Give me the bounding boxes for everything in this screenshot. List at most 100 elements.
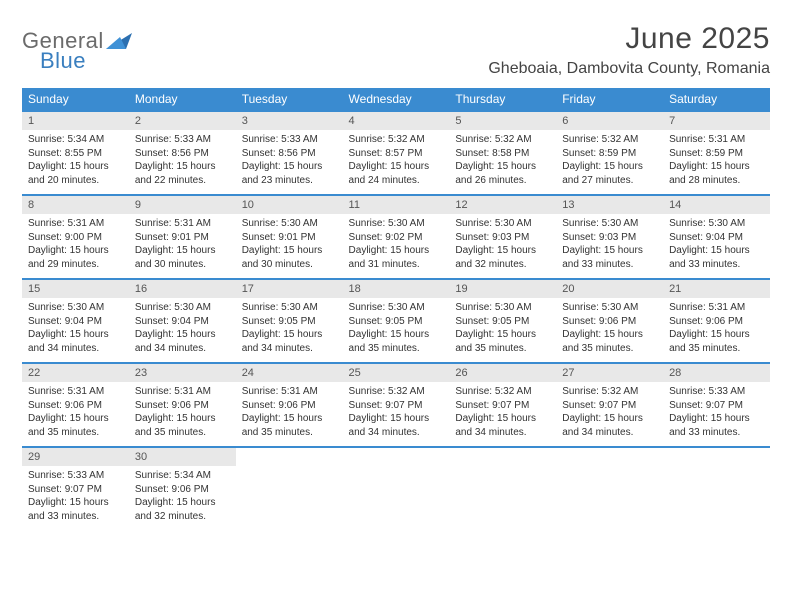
day-dl1: Daylight: 15 hours [455, 244, 550, 258]
day-dl2: and 32 minutes. [455, 258, 550, 272]
day-dl1: Daylight: 15 hours [669, 328, 764, 342]
day-dl1: Daylight: 15 hours [562, 328, 657, 342]
day-header: Saturday [663, 88, 770, 111]
calendar-day-cell: 12Sunrise: 5:30 AMSunset: 9:03 PMDayligh… [449, 195, 556, 279]
day-dl2: and 35 minutes. [669, 342, 764, 356]
day-dl1: Daylight: 15 hours [349, 244, 444, 258]
day-ss: Sunset: 9:07 PM [455, 399, 550, 413]
day-sr: Sunrise: 5:31 AM [242, 385, 337, 399]
day-ss: Sunset: 9:05 PM [349, 315, 444, 329]
calendar-day-cell: 3Sunrise: 5:33 AMSunset: 8:56 PMDaylight… [236, 111, 343, 195]
day-dl2: and 35 minutes. [455, 342, 550, 356]
day-sr: Sunrise: 5:31 AM [669, 133, 764, 147]
day-sr: Sunrise: 5:30 AM [242, 301, 337, 315]
day-ss: Sunset: 9:01 PM [135, 231, 230, 245]
day-dl1: Daylight: 15 hours [562, 160, 657, 174]
day-dl1: Daylight: 15 hours [669, 412, 764, 426]
day-sr: Sunrise: 5:30 AM [455, 301, 550, 315]
day-ss: Sunset: 9:07 PM [349, 399, 444, 413]
day-dl2: and 34 minutes. [242, 342, 337, 356]
day-number: 12 [449, 196, 556, 214]
day-dl2: and 34 minutes. [455, 426, 550, 440]
day-dl1: Daylight: 15 hours [28, 496, 123, 510]
day-dl1: Daylight: 15 hours [349, 160, 444, 174]
day-number: 16 [129, 280, 236, 298]
day-details: Sunrise: 5:31 AMSunset: 8:59 PMDaylight:… [663, 130, 770, 191]
day-details: Sunrise: 5:30 AMSunset: 9:04 PMDaylight:… [129, 298, 236, 359]
day-ss: Sunset: 9:04 PM [669, 231, 764, 245]
calendar-day-cell [663, 447, 770, 531]
calendar-day-cell: 4Sunrise: 5:32 AMSunset: 8:57 PMDaylight… [343, 111, 450, 195]
day-ss: Sunset: 9:00 PM [28, 231, 123, 245]
calendar-day-cell: 28Sunrise: 5:33 AMSunset: 9:07 PMDayligh… [663, 363, 770, 447]
day-dl2: and 33 minutes. [28, 510, 123, 524]
day-dl1: Daylight: 15 hours [135, 244, 230, 258]
day-dl1: Daylight: 15 hours [28, 160, 123, 174]
day-dl2: and 33 minutes. [669, 258, 764, 272]
day-sr: Sunrise: 5:30 AM [349, 301, 444, 315]
day-details: Sunrise: 5:30 AMSunset: 9:05 PMDaylight:… [236, 298, 343, 359]
day-number: 19 [449, 280, 556, 298]
day-dl1: Daylight: 15 hours [349, 412, 444, 426]
day-dl2: and 34 minutes. [349, 426, 444, 440]
page-title: June 2025 [488, 22, 770, 56]
calendar-week-row: 22Sunrise: 5:31 AMSunset: 9:06 PMDayligh… [22, 363, 770, 447]
day-details: Sunrise: 5:32 AMSunset: 8:58 PMDaylight:… [449, 130, 556, 191]
day-sr: Sunrise: 5:31 AM [669, 301, 764, 315]
day-dl2: and 32 minutes. [135, 510, 230, 524]
calendar-week-row: 29Sunrise: 5:33 AMSunset: 9:07 PMDayligh… [22, 447, 770, 531]
day-number: 5 [449, 112, 556, 130]
day-details: Sunrise: 5:30 AMSunset: 9:04 PMDaylight:… [663, 214, 770, 275]
day-number: 21 [663, 280, 770, 298]
day-dl2: and 23 minutes. [242, 174, 337, 188]
calendar-week-row: 15Sunrise: 5:30 AMSunset: 9:04 PMDayligh… [22, 279, 770, 363]
day-number: 6 [556, 112, 663, 130]
day-dl1: Daylight: 15 hours [135, 160, 230, 174]
day-number: 10 [236, 196, 343, 214]
calendar-day-cell: 24Sunrise: 5:31 AMSunset: 9:06 PMDayligh… [236, 363, 343, 447]
day-dl1: Daylight: 15 hours [349, 328, 444, 342]
day-dl2: and 30 minutes. [242, 258, 337, 272]
day-details: Sunrise: 5:30 AMSunset: 9:03 PMDaylight:… [556, 214, 663, 275]
day-number: 9 [129, 196, 236, 214]
day-ss: Sunset: 8:59 PM [562, 147, 657, 161]
day-dl1: Daylight: 15 hours [455, 328, 550, 342]
day-sr: Sunrise: 5:32 AM [562, 385, 657, 399]
day-details: Sunrise: 5:31 AMSunset: 9:06 PMDaylight:… [663, 298, 770, 359]
day-header: Sunday [22, 88, 129, 111]
day-sr: Sunrise: 5:30 AM [669, 217, 764, 231]
day-number: 28 [663, 364, 770, 382]
day-dl2: and 27 minutes. [562, 174, 657, 188]
calendar-day-cell: 17Sunrise: 5:30 AMSunset: 9:05 PMDayligh… [236, 279, 343, 363]
day-sr: Sunrise: 5:33 AM [135, 133, 230, 147]
day-ss: Sunset: 9:01 PM [242, 231, 337, 245]
calendar-body: 1Sunrise: 5:34 AMSunset: 8:55 PMDaylight… [22, 111, 770, 531]
day-details: Sunrise: 5:32 AMSunset: 9:07 PMDaylight:… [343, 382, 450, 443]
day-ss: Sunset: 8:58 PM [455, 147, 550, 161]
day-sr: Sunrise: 5:32 AM [349, 133, 444, 147]
day-details: Sunrise: 5:33 AMSunset: 8:56 PMDaylight:… [236, 130, 343, 191]
day-sr: Sunrise: 5:33 AM [669, 385, 764, 399]
day-ss: Sunset: 9:06 PM [562, 315, 657, 329]
calendar-day-cell: 22Sunrise: 5:31 AMSunset: 9:06 PMDayligh… [22, 363, 129, 447]
calendar-day-cell [236, 447, 343, 531]
calendar-day-cell: 11Sunrise: 5:30 AMSunset: 9:02 PMDayligh… [343, 195, 450, 279]
day-dl1: Daylight: 15 hours [28, 244, 123, 258]
day-ss: Sunset: 9:07 PM [562, 399, 657, 413]
day-dl1: Daylight: 15 hours [242, 160, 337, 174]
day-ss: Sunset: 8:55 PM [28, 147, 123, 161]
calendar-week-row: 1Sunrise: 5:34 AMSunset: 8:55 PMDaylight… [22, 111, 770, 195]
calendar-day-cell: 8Sunrise: 5:31 AMSunset: 9:00 PMDaylight… [22, 195, 129, 279]
day-number: 20 [556, 280, 663, 298]
day-dl1: Daylight: 15 hours [28, 328, 123, 342]
day-sr: Sunrise: 5:30 AM [349, 217, 444, 231]
day-number: 27 [556, 364, 663, 382]
calendar-day-cell: 27Sunrise: 5:32 AMSunset: 9:07 PMDayligh… [556, 363, 663, 447]
day-details: Sunrise: 5:31 AMSunset: 9:00 PMDaylight:… [22, 214, 129, 275]
day-dl2: and 24 minutes. [349, 174, 444, 188]
day-details: Sunrise: 5:30 AMSunset: 9:03 PMDaylight:… [449, 214, 556, 275]
day-details: Sunrise: 5:30 AMSunset: 9:02 PMDaylight:… [343, 214, 450, 275]
day-dl2: and 34 minutes. [562, 426, 657, 440]
calendar-day-cell: 5Sunrise: 5:32 AMSunset: 8:58 PMDaylight… [449, 111, 556, 195]
title-block: June 2025 Gheboaia, Dambovita County, Ro… [488, 22, 770, 78]
